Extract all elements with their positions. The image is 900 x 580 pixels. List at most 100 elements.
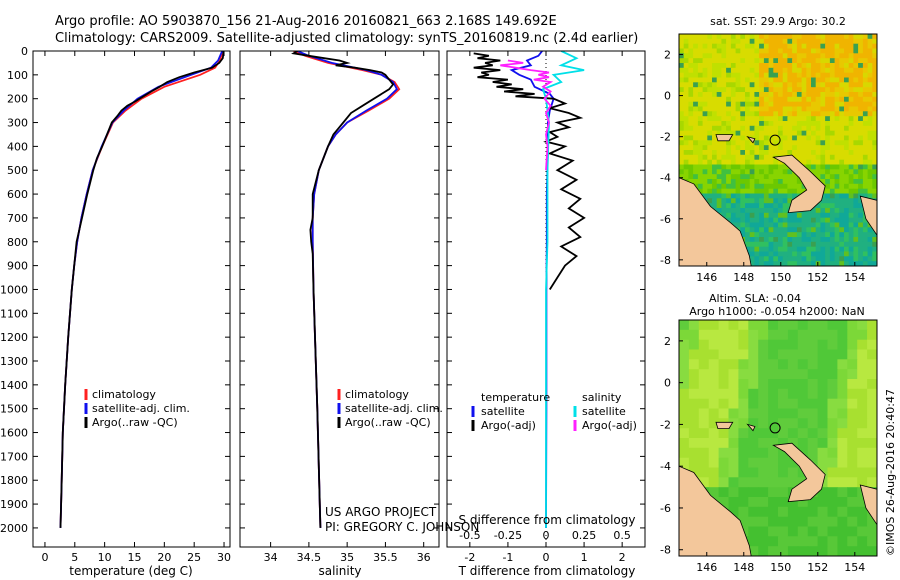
map-cell	[740, 121, 746, 127]
map-cell	[811, 82, 817, 88]
map-cell	[862, 174, 869, 180]
map-cell	[768, 379, 779, 390]
map-cell	[768, 369, 779, 380]
map-cell	[749, 121, 755, 127]
map-cell	[721, 208, 727, 214]
map-cell	[867, 438, 877, 449]
map-x-tick-label: 150	[770, 271, 791, 284]
map-cell	[778, 183, 784, 190]
map-cell	[807, 339, 819, 351]
map-cell	[726, 164, 732, 170]
map-cell	[730, 82, 737, 88]
map-cell	[853, 77, 859, 83]
map-cell	[745, 67, 751, 74]
map-cell	[745, 58, 751, 64]
map-cell	[768, 111, 774, 117]
map-cell	[707, 58, 713, 64]
map-cell	[829, 217, 836, 224]
map-cell	[839, 82, 845, 88]
map-cell	[827, 467, 838, 478]
map-cell	[754, 96, 760, 103]
map-cell	[858, 212, 864, 219]
series-line-t-argo-adj-	[473, 52, 586, 290]
map-cell	[708, 438, 720, 449]
map-cell	[679, 125, 685, 132]
map-cell	[829, 169, 836, 175]
map-cell	[796, 125, 803, 132]
legend-entry: Argo(..raw -QC)	[345, 416, 431, 429]
map-cell	[848, 67, 854, 74]
map-cell	[712, 77, 718, 83]
map-cell	[820, 87, 826, 93]
map-cell	[801, 145, 807, 151]
salinity-lines	[291, 51, 401, 528]
map-cell	[858, 183, 864, 190]
map-cell	[758, 369, 769, 380]
map-cell	[768, 92, 774, 98]
map-cell	[749, 198, 755, 204]
map-cell	[735, 34, 741, 40]
map-cell	[768, 121, 774, 127]
map-cell	[768, 164, 774, 170]
map-cell	[867, 48, 873, 54]
map-cell	[748, 516, 759, 528]
map-cell	[730, 106, 737, 112]
map-cell	[853, 53, 859, 59]
map-cell	[801, 135, 807, 141]
map-cell	[721, 48, 727, 54]
map-cell	[697, 53, 704, 59]
map-cell	[712, 183, 718, 190]
map-cell	[858, 43, 864, 50]
map-cell	[754, 87, 760, 93]
map-cell	[782, 241, 788, 248]
map-cell	[693, 92, 699, 98]
map-cell	[740, 183, 746, 190]
map-cell	[693, 111, 699, 117]
map-cell	[853, 232, 859, 238]
map-cell	[763, 154, 770, 161]
map-cell	[839, 159, 845, 166]
map-cell	[730, 111, 737, 117]
x2-tick-label: 0.25	[572, 529, 597, 542]
temperature-x-ticks: 0 5 10 15 20 25 30	[41, 51, 231, 564]
map-cell	[801, 121, 807, 127]
map-cell	[712, 154, 718, 161]
map-cell	[811, 87, 817, 93]
x-tick-label: -1	[502, 551, 513, 564]
map-cell	[730, 72, 737, 79]
map-cell	[862, 183, 869, 190]
map-cell	[707, 72, 713, 79]
map-cell	[867, 246, 873, 253]
y-tick-label: 1800	[0, 474, 28, 487]
map-cell	[693, 164, 699, 170]
map-cell	[738, 457, 749, 469]
map-cell	[801, 38, 807, 45]
map-cell	[820, 246, 826, 253]
map-cell	[848, 48, 854, 54]
map-cell	[848, 34, 854, 40]
map-cell	[848, 82, 854, 88]
map-cell	[815, 232, 821, 238]
map-cell	[716, 43, 722, 50]
map-cell	[867, 92, 873, 98]
map-cell	[679, 388, 690, 400]
map-cell	[773, 188, 779, 195]
map-cell	[820, 159, 826, 166]
map-cell	[758, 428, 769, 439]
map-cell	[763, 198, 770, 204]
map-cell	[773, 135, 779, 141]
map-cell	[839, 154, 845, 161]
map-cell	[817, 457, 829, 469]
map-cell	[787, 329, 799, 341]
map-cell	[773, 198, 779, 204]
map-cell	[797, 516, 809, 528]
map-cell	[853, 87, 859, 93]
map-cell	[839, 256, 845, 262]
map-cell	[853, 169, 859, 175]
map-cell	[778, 329, 789, 341]
map-cell	[726, 58, 732, 64]
map-cell	[735, 188, 741, 195]
map-cell	[745, 222, 751, 228]
map-cell	[844, 237, 850, 243]
